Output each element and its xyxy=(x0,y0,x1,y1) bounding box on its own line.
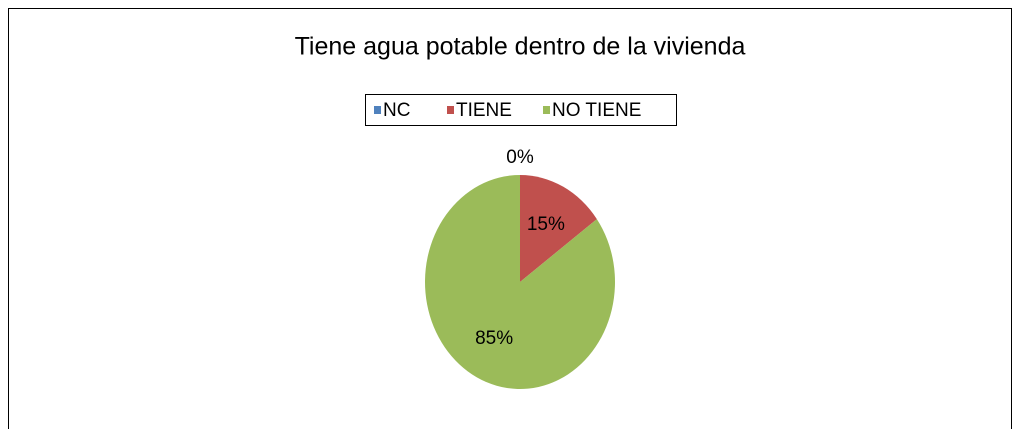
pie-slice xyxy=(425,175,615,390)
legend-swatch xyxy=(447,106,454,114)
pie-slice xyxy=(520,175,597,282)
legend-label: TIENE xyxy=(456,100,512,121)
data-label: 15% xyxy=(527,214,565,235)
legend-swatch xyxy=(374,106,381,114)
legend-swatch xyxy=(543,106,550,114)
legend-box xyxy=(365,94,677,126)
chart-title: Tiene agua potable dentro de la vivienda xyxy=(295,33,746,61)
data-label: 0% xyxy=(506,147,534,168)
legend-label: NC xyxy=(383,100,410,121)
data-label: 85% xyxy=(475,328,513,349)
legend-label: NO TIENE xyxy=(552,100,641,121)
